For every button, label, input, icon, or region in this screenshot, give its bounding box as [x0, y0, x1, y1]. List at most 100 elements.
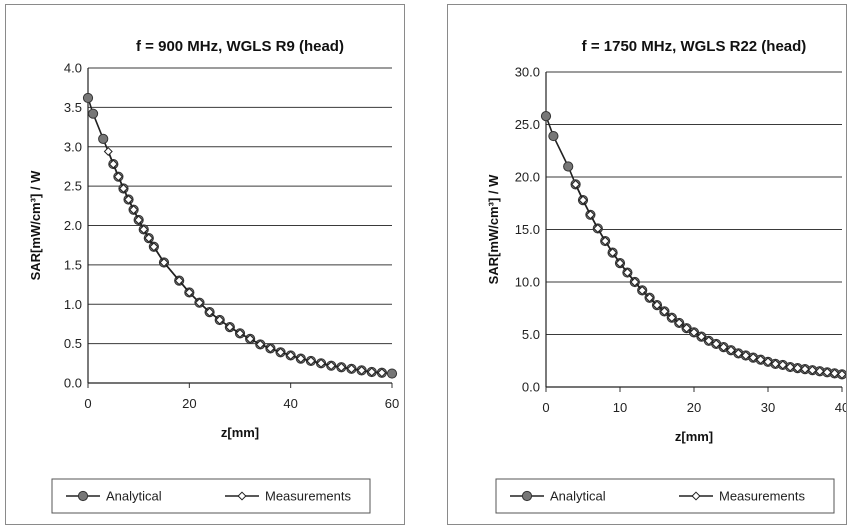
data-point-measurements [667, 313, 677, 323]
data-point-measurements [276, 347, 286, 357]
data-point-measurements [357, 365, 367, 375]
chart-panel-900mhz: f = 900 MHz, WGLS R9 (head) 0.0 0.5 1.0 1.5 2… [5, 4, 405, 525]
legend: Analytical Measurements [495, 478, 835, 514]
data-point-measurements [719, 342, 729, 352]
y-tick-label: 25.0 [515, 117, 540, 132]
data-point-measurements [756, 355, 766, 365]
data-point-measurements [174, 276, 184, 286]
data-point-measurements [235, 328, 245, 338]
data-point-measurements [113, 172, 123, 182]
y-tick-label: 5.0 [522, 327, 540, 342]
sar-chart-900mhz: f = 900 MHz, WGLS R9 (head) 0.0 0.5 1.0 1.5 2… [28, 38, 399, 514]
data-point-measurements [778, 360, 788, 370]
data-point-measurements [585, 210, 595, 220]
data-point-measurements [265, 343, 275, 353]
y-tick-label: 3.5 [64, 100, 82, 115]
legend-box [51, 478, 371, 514]
data-point-measurements [103, 146, 113, 156]
y-tick-label: 0.5 [64, 336, 82, 351]
data-point-measurements [118, 183, 128, 193]
data-point-measurements [807, 365, 817, 375]
data-point-measurements [237, 491, 247, 501]
data-point-measurements [630, 277, 640, 287]
legend: Analytical Measurements [51, 478, 371, 514]
data-point-measurements [124, 195, 134, 205]
data-point-measurements [608, 248, 618, 258]
data-point-measurements [134, 215, 144, 225]
data-point-measurements [682, 323, 692, 333]
y-tick-label: 0.0 [64, 376, 82, 391]
data-point-measurements [691, 491, 701, 501]
sar-chart-1750mhz: f = 1750 MHz, WGLS R22 (head) 0.0 5.0 10.0 1… [486, 38, 846, 514]
y-tick-label: 30.0 [515, 65, 540, 80]
data-point-measurements [225, 322, 235, 332]
data-point-measurements [785, 362, 795, 372]
legend-label-analytical: Analytical [106, 489, 162, 504]
data-point-measurements [763, 357, 773, 367]
x-tick-label: 60 [385, 396, 399, 411]
data-point-analytical [98, 133, 109, 144]
data-point-measurements [793, 363, 803, 373]
data-point-measurements [306, 356, 316, 366]
data-point-measurements [637, 285, 647, 295]
data-point-measurements [571, 179, 581, 189]
data-point-measurements [367, 367, 377, 377]
data-point-measurements [149, 242, 159, 252]
y-tick-label: 4.0 [64, 61, 82, 76]
data-point-measurements [622, 268, 632, 278]
chart-title: f = 1750 MHz, WGLS R22 (head) [582, 38, 807, 55]
data-point-measurements [184, 287, 194, 297]
legend-label-measurements: Measurements [265, 489, 351, 504]
data-point-analytical [77, 490, 89, 502]
x-tick-label: 30 [761, 400, 775, 415]
data-point-measurements [696, 332, 706, 342]
x-axis-label: z[mm] [675, 429, 713, 444]
data-point-measurements [704, 336, 714, 346]
chart-title: f = 900 MHz, WGLS R9 (head) [136, 38, 344, 55]
data-point-measurements [830, 368, 840, 378]
data-point-measurements [689, 327, 699, 337]
data-point-measurements [837, 369, 846, 379]
legend-box [495, 478, 835, 514]
data-point-analytical [386, 368, 398, 379]
y-tick-label: 1.0 [64, 297, 82, 312]
data-point-measurements [578, 195, 588, 205]
data-point-measurements [615, 258, 625, 268]
y-axis-label: SAR[mW/cm³] / W [486, 174, 501, 285]
legend-label-analytical: Analytical [550, 489, 606, 504]
data-point-measurements [770, 359, 780, 369]
y-tick-label: 0.0 [522, 380, 540, 395]
data-point-measurements [377, 368, 387, 378]
y-tick-label: 1.5 [64, 257, 82, 272]
data-point-measurements [159, 258, 169, 268]
data-point-measurements [139, 224, 149, 234]
data-point-measurements [205, 307, 215, 317]
x-tick-label: 0 [84, 396, 91, 411]
x-tick-label: 40 [283, 396, 297, 411]
data-point-measurements [822, 367, 832, 377]
data-point-measurements [674, 318, 684, 328]
data-point-measurements [286, 350, 296, 360]
y-tick-label: 10.0 [515, 275, 540, 290]
x-tick-label: 20 [687, 400, 701, 415]
data-point-measurements [326, 361, 336, 371]
data-point-measurements [733, 348, 743, 358]
data-point-measurements [255, 339, 265, 349]
data-point-measurements [659, 306, 669, 316]
data-point-measurements [741, 350, 751, 361]
series-measurements [103, 146, 387, 378]
y-tick-label: 3.0 [64, 139, 82, 154]
data-point-measurements [652, 300, 662, 310]
x-tick-label: 20 [182, 396, 196, 411]
data-point-analytical [82, 92, 94, 104]
data-point-analytical [87, 108, 99, 119]
chart-panel-1750mhz: f = 1750 MHz, WGLS R22 (head) 0.0 5.0 10.0 1… [447, 4, 847, 525]
y-tick-label: 2.5 [64, 179, 82, 194]
y-tick-label: 15.0 [515, 222, 540, 237]
data-point-measurements [108, 159, 118, 169]
data-point-measurements [245, 334, 255, 344]
data-point-measurements [711, 339, 721, 349]
data-point-measurements [726, 345, 736, 355]
data-point-measurements [129, 205, 139, 215]
y-axis-label: SAR[mW/cm³] / W [28, 170, 43, 281]
